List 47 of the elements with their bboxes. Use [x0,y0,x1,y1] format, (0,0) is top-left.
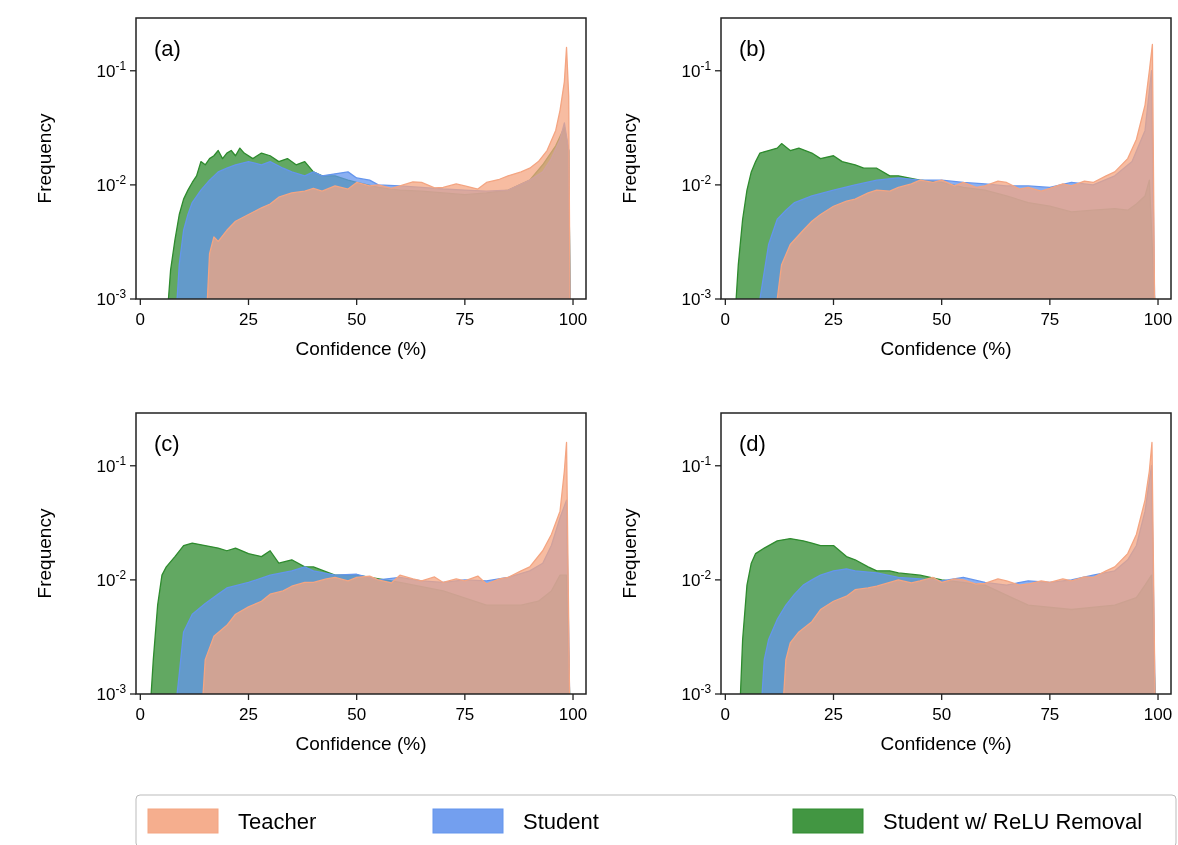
x-tick-label: 25 [239,310,258,329]
y-tick-label: 10$^{-1}$ [681,453,712,476]
legend-label: Student w/ ReLU Removal [883,809,1143,834]
y-tick-label: 10$^{-2}$ [681,567,712,590]
x-tick-label: 25 [824,310,843,329]
y-tick-label: 10$^{-3}$ [681,286,712,309]
x-tick-label: 50 [932,705,952,724]
x-tick-label: 75 [455,310,475,329]
x-tick-label: 0 [135,705,146,724]
y-tick-label: 10$^{-2}$ [681,172,712,195]
text: (a) [154,36,181,61]
y-axis-title: Frequency [619,508,640,599]
text: (d) [739,431,766,456]
x-tick-label: 100 [558,705,588,724]
x-tick-label: 50 [347,310,367,329]
x-axis-title: Confidence (%) [295,733,427,754]
y-tick-label: 10$^{-2}$ [96,567,127,590]
x-axis-title: Confidence (%) [880,733,1012,754]
text: (b) [739,36,766,61]
x-tick-label: 0 [720,310,731,329]
y-tick-label: 10$^{-1}$ [96,58,127,81]
y-tick-label: 10$^{-3}$ [96,286,127,309]
x-tick-label: 75 [1040,705,1060,724]
x-tick-label: 75 [1040,310,1060,329]
x-tick-label: 75 [455,705,475,724]
y-tick-label: 10$^{-3}$ [681,681,712,704]
y-axis-title: Frequency [34,113,55,204]
x-axis-title: Confidence (%) [295,338,427,359]
x-tick-label: 100 [1143,310,1173,329]
x-tick-label: 50 [932,310,952,329]
x-axis-title: Confidence (%) [880,338,1012,359]
y-tick-label: 10$^{-1}$ [681,58,712,81]
legend-label: Teacher [238,809,317,834]
x-tick-label: 0 [135,310,146,329]
x-tick-label: 0 [720,705,731,724]
y-axis-title: Frequency [619,113,640,204]
y-tick-label: 10$^{-1}$ [96,453,127,476]
x-tick-label: 100 [558,310,588,329]
y-axis-title: Frequency [34,508,55,599]
x-tick-label: 50 [347,705,367,724]
x-tick-label: 25 [239,705,258,724]
legend-label: Student [523,809,599,834]
x-tick-label: 100 [1143,705,1173,724]
y-tick-label: 10$^{-3}$ [96,681,127,704]
y-tick-label: 10$^{-2}$ [96,172,127,195]
x-tick-label: 25 [824,705,843,724]
text: (c) [154,431,180,456]
